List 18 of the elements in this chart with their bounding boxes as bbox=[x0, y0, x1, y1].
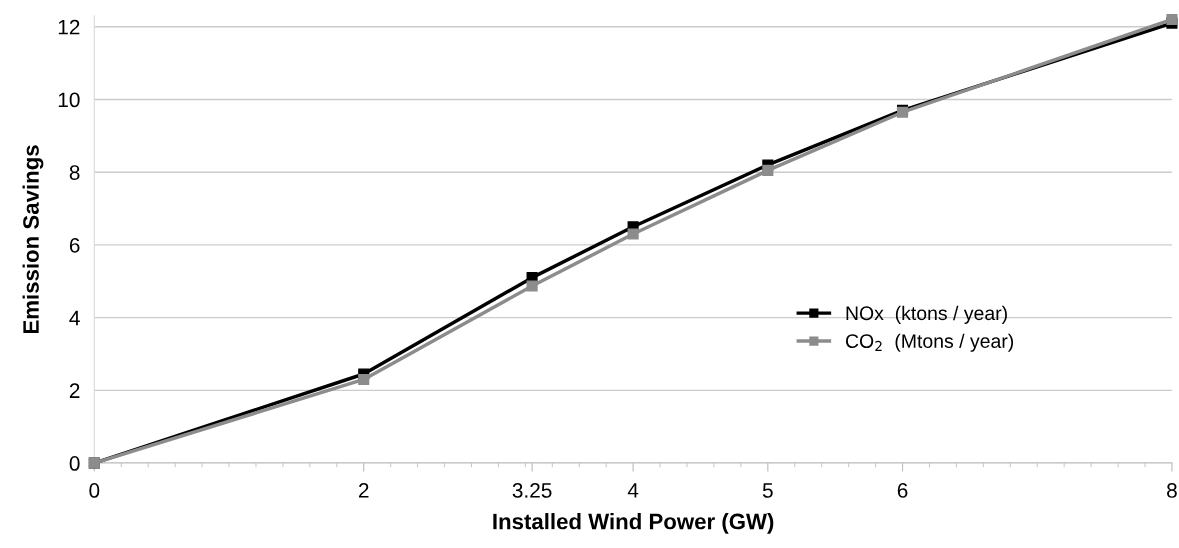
x-tick-label: 3.25 bbox=[512, 483, 552, 498]
x-axis-title: Installed Wind Power (GW) bbox=[493, 513, 774, 534]
y-axis-title: Emission Savings bbox=[22, 145, 44, 334]
y-tick-label: 0 bbox=[69, 456, 80, 471]
x-tick-label: 4 bbox=[627, 483, 639, 498]
y-tick-label: 6 bbox=[69, 237, 80, 253]
x-tick-label: 8 bbox=[1167, 483, 1177, 498]
x-tick-label: 5 bbox=[762, 483, 773, 498]
y-tick-label: 12 bbox=[58, 19, 80, 35]
legend-label: NOx (ktons / year) bbox=[846, 305, 1007, 324]
x-tick-label: 6 bbox=[897, 483, 908, 498]
x-tick-label: 2 bbox=[358, 483, 369, 498]
x-tick-label: 0 bbox=[89, 483, 100, 498]
y-tick-label: 2 bbox=[69, 383, 80, 398]
y-tick-label: 8 bbox=[69, 165, 80, 180]
legend-label: CO$_{2}$ (Mtons / year) bbox=[845, 333, 1014, 352]
y-tick-label: 10 bbox=[58, 92, 80, 108]
y-tick-label: 4 bbox=[69, 310, 80, 326]
